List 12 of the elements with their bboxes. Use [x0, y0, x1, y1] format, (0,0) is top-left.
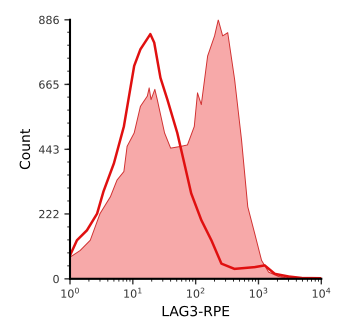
y-tick-label: 0: [53, 274, 59, 284]
x-tick-label: 10$^{3}$: [250, 288, 268, 298]
x-axis-title: LAG3-RPE: [162, 306, 230, 316]
y-tick-label: 886: [39, 16, 59, 24]
y-tick-label: 443: [38, 145, 59, 154]
x-tick-label: 10$^{0}$: [61, 288, 79, 298]
y-tick-label: 222: [39, 210, 58, 218]
x-tick-label: 10$^{1}$: [124, 288, 142, 298]
y-axis-title: Count: [20, 129, 30, 170]
x-tick-label: 10$^{4}$: [312, 288, 330, 298]
x-tick-label: 10$^{2}$: [187, 288, 204, 298]
y-tick-label: 665: [39, 80, 59, 89]
